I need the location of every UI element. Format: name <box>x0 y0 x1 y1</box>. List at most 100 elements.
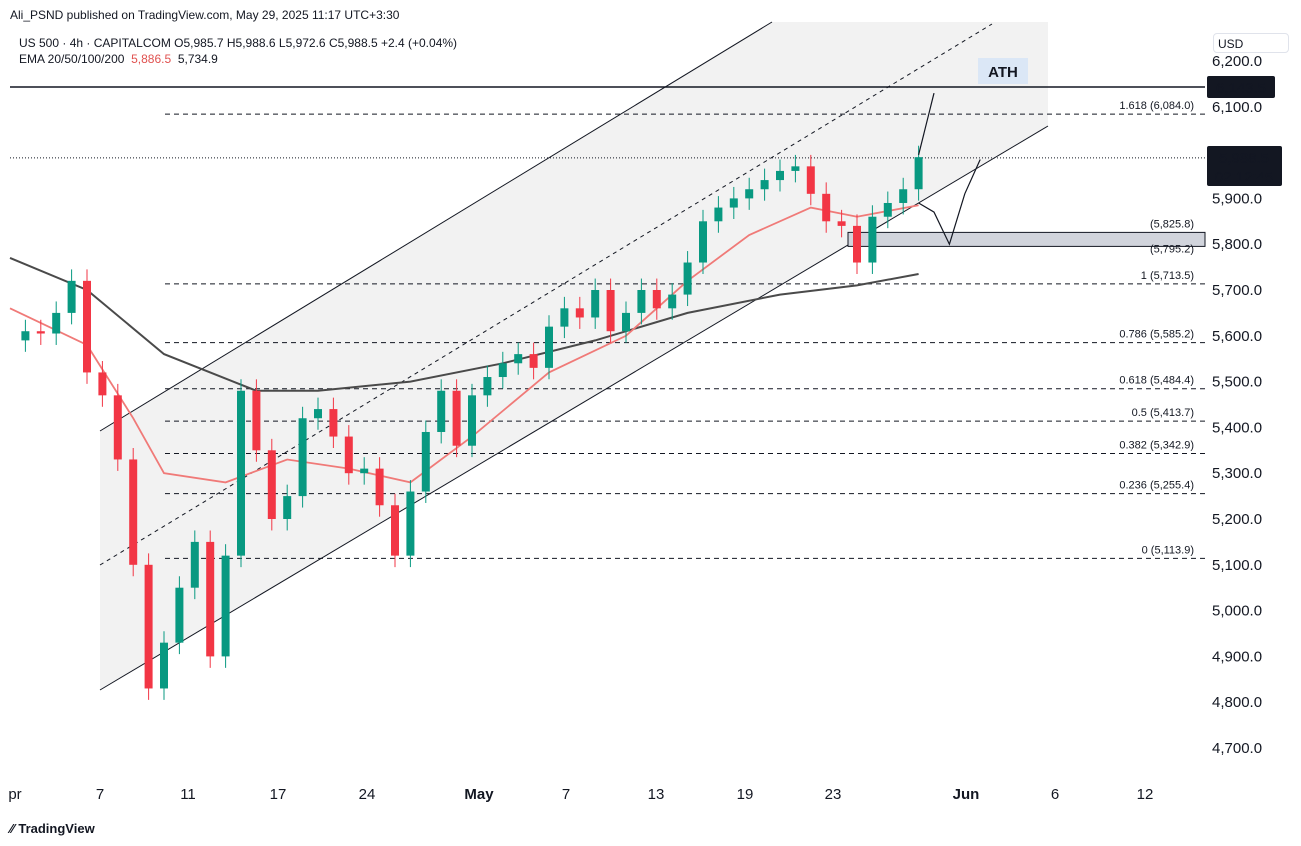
tradingview-logo[interactable]: ⁄⁄ TradingView <box>10 821 95 836</box>
y-axis-tick: 4,800.0 <box>1212 694 1262 711</box>
support-zone <box>847 231 1206 247</box>
x-axis-tick: 12 <box>1137 786 1154 803</box>
candle-body <box>144 564 153 689</box>
candle-body <box>298 418 307 497</box>
x-axis-tick: 7 <box>562 786 570 803</box>
ema-fast-value: 5,886.5 <box>131 52 172 66</box>
candle-body <box>36 331 45 334</box>
candle-body <box>314 409 322 419</box>
y-axis-tick: 5,200.0 <box>1212 511 1262 528</box>
fib-label: 0.382 (5,342.9) <box>1119 440 1194 452</box>
fib-label: 0.5 (5,413.7) <box>1132 407 1194 419</box>
candle-body <box>329 409 338 437</box>
candle-body <box>267 450 276 519</box>
candle-body <box>237 390 245 556</box>
candle-body <box>52 312 61 334</box>
currency-selector[interactable]: USD <box>1213 33 1289 53</box>
candle-body <box>283 496 292 519</box>
y-axis-tick: 5,300.0 <box>1212 465 1262 482</box>
candle-body <box>406 491 415 556</box>
ema-line: EMA 20/50/100/200 5,886.5 5,734.9 <box>19 52 218 66</box>
tradingview-icon: ⁄⁄ <box>10 821 15 836</box>
candle-body <box>545 326 553 368</box>
candle-body <box>714 207 723 222</box>
y-axis-tick: 4,900.0 <box>1212 648 1262 665</box>
candle-body <box>375 468 384 506</box>
candle-body <box>190 541 199 588</box>
zone-top-label: (5,825.8) <box>1150 218 1194 230</box>
candle-body <box>853 225 861 263</box>
candle-body <box>437 390 446 432</box>
y-axis-tick: 5,600.0 <box>1212 328 1262 345</box>
y-axis-tick: 5,800.0 <box>1212 236 1262 253</box>
x-axis-tick: Jun <box>953 786 980 803</box>
ath-price-tag <box>1207 76 1275 98</box>
y-axis-tick: 5,500.0 <box>1212 374 1262 391</box>
candle-body <box>914 157 923 190</box>
last-price-tag <box>1207 146 1282 186</box>
x-axis-tick: 6 <box>1051 786 1059 803</box>
y-axis-tick: 6,200.0 <box>1212 53 1262 70</box>
channel-mid-line <box>99 23 993 566</box>
y-axis-tick: 5,900.0 <box>1212 190 1262 207</box>
x-axis-tick: 23 <box>825 786 842 803</box>
candle-body <box>883 202 892 217</box>
candle-body <box>729 198 738 208</box>
candle-body <box>822 193 831 222</box>
candle-body <box>391 505 399 556</box>
bar-countdown: 02:12:45 <box>1215 169 1273 186</box>
channel-upper-line <box>99 21 773 432</box>
candle-body <box>652 290 661 309</box>
channel-lower-line <box>99 125 1049 691</box>
channel-fill <box>100 22 1048 690</box>
y-axis-tick: 5,000.0 <box>1212 603 1262 620</box>
ema-50-line <box>9 204 919 484</box>
y-axis-tick: 4,700.0 <box>1212 740 1262 757</box>
fib-label: 0.618 (5,484.4) <box>1119 375 1194 387</box>
x-axis-tick: 13 <box>648 786 665 803</box>
x-axis-tick: 24 <box>359 786 376 803</box>
symbol-line: US 500 · 4h · CAPITALCOM O5,985.7 H5,988… <box>19 36 458 50</box>
candle-body <box>791 166 800 171</box>
candle-body <box>483 377 492 396</box>
x-axis-tick: 11 <box>180 786 196 803</box>
candle-body <box>498 363 507 378</box>
candle-body <box>360 468 369 474</box>
candle-body <box>206 541 215 657</box>
fib-label: 0.786 (5,585.2) <box>1119 329 1194 341</box>
candle-body <box>160 642 168 689</box>
candle-body <box>622 312 630 332</box>
candle-body <box>591 290 600 318</box>
ath-label: ATH <box>988 64 1018 81</box>
candle-body <box>683 262 692 295</box>
candle-body <box>868 216 877 263</box>
alt-projection-arrow <box>918 159 981 246</box>
candle-body <box>837 221 846 226</box>
y-axis-tick: 5,400.0 <box>1212 419 1262 436</box>
y-axis-tick: 5,700.0 <box>1212 282 1262 299</box>
candle-body <box>899 189 908 203</box>
candle-body <box>776 170 784 181</box>
candle-body <box>83 280 91 373</box>
candle-body <box>760 180 769 190</box>
zone-bottom-label: (5,795.2) <box>1150 243 1194 255</box>
publisher-line: Ali_PSND published on TradingView.com, M… <box>10 8 400 22</box>
ema-slow-value: 5,734.9 <box>177 52 218 66</box>
fib-label: 0 (5,113.9) <box>1142 544 1194 556</box>
candle-body <box>175 587 184 643</box>
candle-body <box>221 555 230 657</box>
candle-body <box>252 390 261 451</box>
candle-body <box>98 372 107 396</box>
candle-body <box>637 290 646 313</box>
ema-label: EMA 20/50/100/200 <box>19 52 125 66</box>
candle-body <box>421 431 430 492</box>
x-axis-tick: May <box>464 786 494 803</box>
ath-price: 6,143.5 <box>1216 80 1266 97</box>
candle-body <box>129 459 138 565</box>
x-axis-tick: pr <box>8 786 21 803</box>
y-axis-tick: 5,100.0 <box>1212 557 1262 574</box>
candle-body <box>699 221 707 263</box>
candle-body <box>806 166 815 194</box>
fib-label: 1 (5,713.5) <box>1141 270 1194 282</box>
